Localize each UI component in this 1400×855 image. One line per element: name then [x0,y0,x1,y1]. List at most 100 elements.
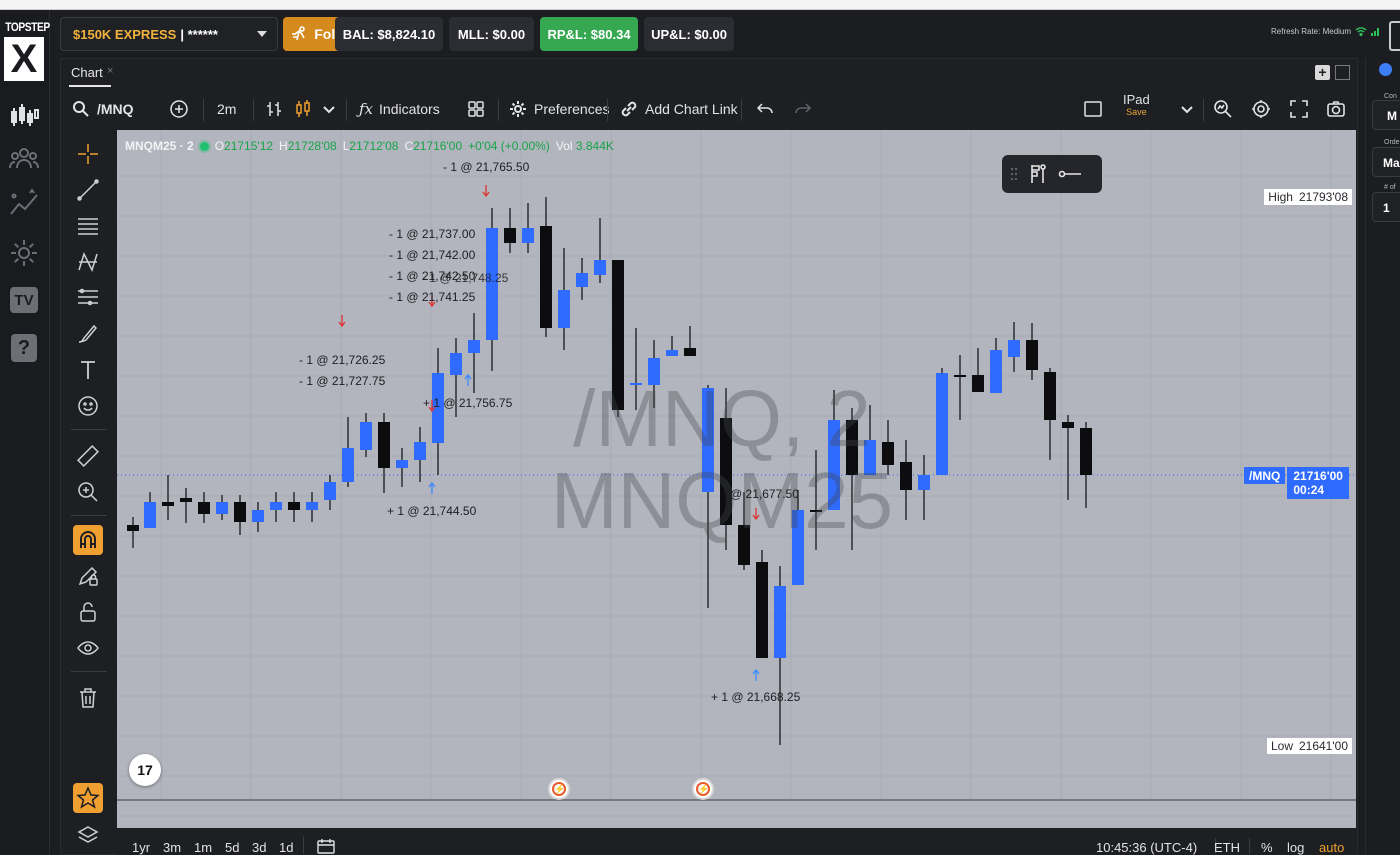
quantity-field[interactable]: 1 [1372,192,1400,222]
eye-icon[interactable] [73,633,103,663]
chart-settings-button[interactable] [1251,91,1271,127]
pattern-tool-icon[interactable] [73,247,103,277]
signal-bars-icon [1371,28,1380,36]
maximize-panel-button[interactable] [1335,65,1350,80]
screenshot-button[interactable] [1326,91,1346,127]
tab-close-icon[interactable]: × [107,65,114,77]
calendar-goto-icon[interactable] [317,838,335,855]
range-3d[interactable]: 3d [252,840,267,855]
layers-icon[interactable] [73,821,103,851]
order-type-field[interactable]: Ma [1372,147,1400,177]
bar-style-button[interactable] [264,91,284,127]
fib-tool-icon[interactable] [73,283,103,313]
chart-canvas [117,130,1356,817]
session-toggle[interactable]: ETH [1214,840,1240,855]
indicators-button[interactable]: ƒx Indicators [359,91,440,127]
auto-scale-toggle[interactable]: auto [1319,840,1345,855]
undo-button[interactable] [755,91,775,127]
text-tool-icon[interactable] [73,355,103,385]
settings-gear-icon[interactable] [6,235,42,271]
percent-scale-toggle[interactable]: % [1261,840,1273,855]
range-3m[interactable]: 3m [163,840,182,855]
contract-field[interactable]: M [1372,100,1400,130]
magnet-icon[interactable] [73,525,103,555]
help-icon[interactable]: ? [6,330,42,366]
account-name: $150K EXPRESS [73,26,177,42]
layout-dropdown[interactable] [1177,91,1197,127]
candle-down [720,418,732,525]
interval-label: 2m [217,101,237,117]
help-badge-label: ? [11,334,37,362]
horizontal-lines-tool-icon[interactable] [73,211,103,241]
sell-arrow-icon [428,400,436,413]
panel-toggle-button[interactable] [1389,21,1400,51]
trade-label: - 1 @ 21,741.25 [389,290,476,304]
log-scale-toggle[interactable]: log [1287,840,1305,855]
trash-icon[interactable] [73,683,103,713]
emoji-tool-icon[interactable] [73,391,103,421]
tab-chart[interactable]: Chart [69,65,111,87]
fullscreen-icon [1290,100,1308,118]
star-favorites-icon[interactable] [73,783,103,813]
brush-tool-icon[interactable] [73,319,103,349]
session-low-tag: Low 21641'00 [1266,738,1352,754]
analytics-icon[interactable] [6,186,42,222]
quick-search-button[interactable] [1213,91,1233,127]
legend-open-key: O [214,139,225,153]
candle-up [828,420,840,510]
range-divider [1215,838,1216,854]
interval-selector[interactable]: 2m [217,91,236,127]
trend-line-tool-icon[interactable] [73,175,103,205]
symbol-label: /MNQ [97,101,134,117]
candle-up [918,475,930,490]
crosshair-tool-icon[interactable] [73,139,103,169]
trade-label: - 1 @ 21,742.00 [389,248,476,262]
add-chart-link-button[interactable]: Add Chart Link [619,91,738,127]
drag-handle-icon[interactable] [1010,166,1018,182]
layout-selector[interactable]: IPad Save [1123,92,1150,117]
refresh-rate[interactable]: Refresh Rate: Medium [1271,27,1381,36]
add-panel-button[interactable]: + [1315,65,1330,80]
tradingview-logo[interactable]: 17 [129,754,161,786]
range-1yr[interactable]: 1yr [132,840,151,855]
unlock-icon[interactable] [73,597,103,627]
flag-tool-icon[interactable] [1028,163,1048,185]
layout-toggle-button[interactable] [1083,91,1103,127]
trade-label: - 1 @ 21,727.75 [299,374,386,388]
candle-type-dropdown[interactable] [293,91,339,127]
contract-label: Con [1384,93,1397,100]
candle-up [576,273,588,287]
trading-chart-icon[interactable] [6,98,42,134]
sell-arrow-icon [428,295,436,308]
candle-up [630,383,642,385]
gear-icon [1252,100,1270,118]
range-5d[interactable]: 5d [225,840,240,855]
range-1m[interactable]: 1m [194,840,213,855]
community-icon[interactable] [6,140,42,176]
ruler-tool-icon[interactable] [73,441,103,471]
zoom-in-icon[interactable] [73,477,103,507]
horizontal-line-tool-icon[interactable] [1058,168,1082,180]
fullscreen-button[interactable] [1289,91,1309,127]
templates-button[interactable] [466,91,486,127]
clock-timezone[interactable]: 10:45:36 (UTC-4) [1096,840,1198,855]
preferences-button[interactable]: Preferences [508,91,609,127]
symbol-watermark: /MNQ, 2 MNQM25 [522,378,922,542]
watermark-line1: /MNQ, 2 [573,374,871,463]
compare-symbol-button[interactable] [169,91,189,127]
event-marker-icon[interactable]: ⚡ [548,778,570,800]
tradingview-icon[interactable]: TV [6,282,42,318]
price-chart[interactable]: /MNQ, 2 MNQM25 MNQM25 · 2 O21715'12 H217… [117,130,1356,828]
lock-drawing-icon[interactable] [73,561,103,591]
tools-divider [71,515,107,516]
floating-drawing-toolbar [1002,155,1102,193]
high-tag-name: High [1268,190,1293,204]
chevron-down-icon [1181,106,1193,114]
event-marker-icon[interactable]: ⚡ [692,778,714,800]
range-1d[interactable]: 1d [279,840,294,855]
topstep-logo[interactable]: TOPSTEP X [2,20,50,88]
account-selector[interactable]: $150K EXPRESS | ****** [60,17,278,51]
redo-button[interactable] [793,91,813,127]
symbol-search[interactable]: /MNQ [71,91,134,127]
toolbar-divider [203,99,204,121]
